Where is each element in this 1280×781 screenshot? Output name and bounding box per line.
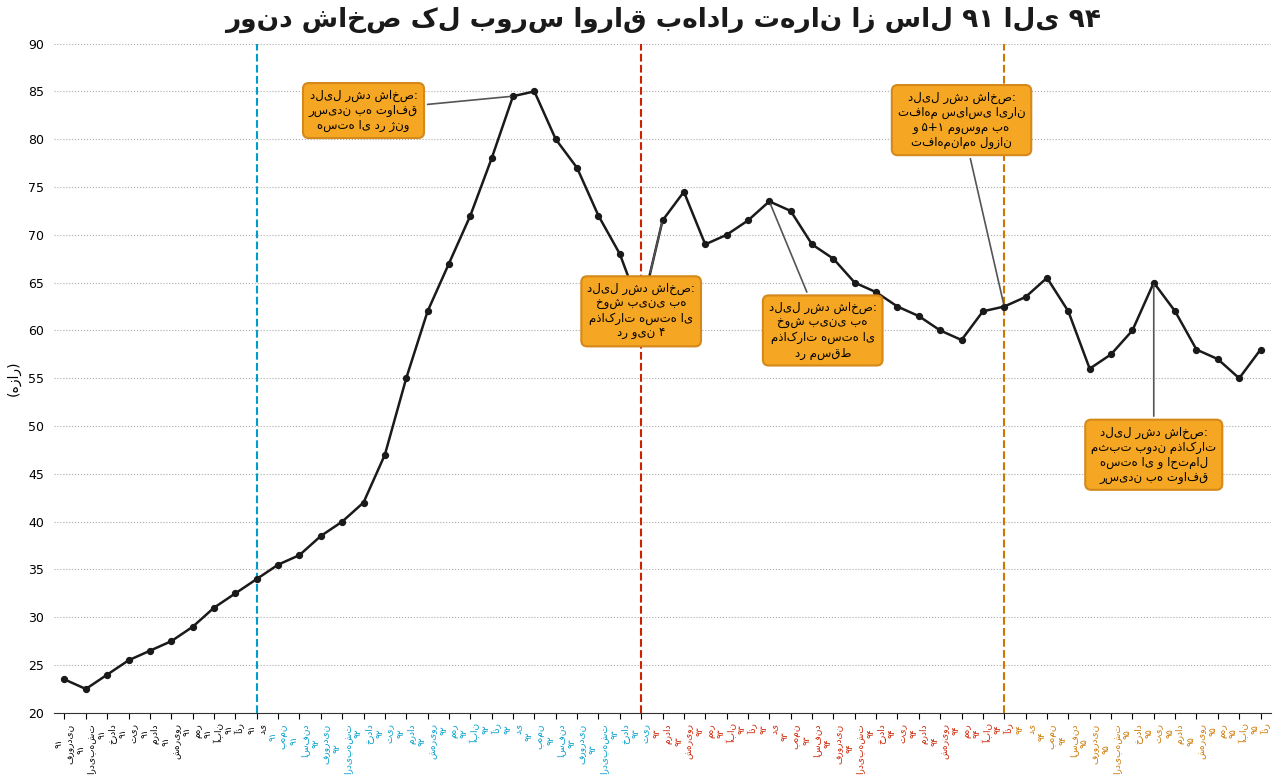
Point <box>887 300 908 312</box>
Point <box>1059 305 1079 318</box>
Point <box>1251 344 1271 356</box>
Text: دلیل رشد شاخص:
تفاهم سیاسی ایران
و ۵+۱ موسوم به
تفاهمنامه لوزان: دلیل رشد شاخص: تفاهم سیاسی ایران و ۵+۱ م… <box>897 91 1025 304</box>
Point <box>823 252 844 265</box>
Title: روند شاخص کل بورس اوراق بهادار تهران از سال ۹۱ الی ۹۴: روند شاخص کل بورس اوراق بهادار تهران از … <box>224 7 1101 34</box>
Point <box>717 229 737 241</box>
Point <box>567 162 588 174</box>
Point <box>545 133 566 145</box>
Y-axis label: (هزار): (هزار) <box>6 361 22 396</box>
Point <box>503 90 524 102</box>
Point <box>247 572 268 585</box>
Point <box>1037 272 1057 284</box>
Point <box>1207 353 1228 366</box>
Point <box>973 305 993 318</box>
Point <box>695 238 716 251</box>
Point <box>54 673 74 686</box>
Point <box>97 669 118 681</box>
Point <box>931 324 951 337</box>
Point <box>417 305 438 318</box>
Point <box>673 186 694 198</box>
Point <box>375 448 396 461</box>
Point <box>460 209 480 222</box>
Point <box>909 310 929 323</box>
Point <box>311 530 332 542</box>
Point <box>1143 276 1164 289</box>
Point <box>481 152 502 165</box>
Point <box>995 300 1015 312</box>
Point <box>161 635 182 647</box>
Point <box>951 333 972 346</box>
Point <box>118 654 138 666</box>
Point <box>845 276 865 289</box>
Text: دلیل رشد شاخص:
خوش بینی به
مذاکرات هسته ای
در مسقط: دلیل رشد شاخص: خوش بینی به مذاکرات هسته … <box>769 204 877 359</box>
Point <box>289 549 310 562</box>
Point <box>1229 372 1249 384</box>
Point <box>631 305 652 318</box>
Point <box>781 205 801 217</box>
Point <box>1165 305 1185 318</box>
Point <box>759 195 780 208</box>
Point <box>332 515 352 528</box>
Point <box>439 257 460 269</box>
Point <box>140 644 160 657</box>
Point <box>183 621 204 633</box>
Point <box>865 286 886 298</box>
Point <box>737 214 758 226</box>
Point <box>1079 362 1100 375</box>
Point <box>268 558 288 571</box>
Text: دلیل رشد شاخص:
مثبت بودن مذاکرات
هسته ای و احتمال
رسیدن به توافق: دلیل رشد شاخص: مثبت بودن مذاکرات هسته ای… <box>1091 285 1216 484</box>
Point <box>524 85 544 98</box>
Text: دلیل رشد شاخص:
رسیدن به توافق
هسته ای در ژنو: دلیل رشد شاخص: رسیدن به توافق هسته ای در… <box>308 89 511 132</box>
Point <box>353 496 374 508</box>
Point <box>76 683 96 695</box>
Text: دلیل رشد شاخص:
خوش بینی به
مذاکرات هسته ای
در وین ۴: دلیل رشد شاخص: خوش بینی به مذاکرات هسته … <box>588 223 695 341</box>
Point <box>1123 324 1143 337</box>
Point <box>225 587 246 600</box>
Point <box>396 372 416 384</box>
Point <box>609 248 630 260</box>
Point <box>204 601 224 614</box>
Point <box>1015 291 1036 303</box>
Point <box>1101 348 1121 361</box>
Point <box>589 209 609 222</box>
Point <box>801 238 822 251</box>
Point <box>653 214 673 226</box>
Point <box>1187 344 1207 356</box>
